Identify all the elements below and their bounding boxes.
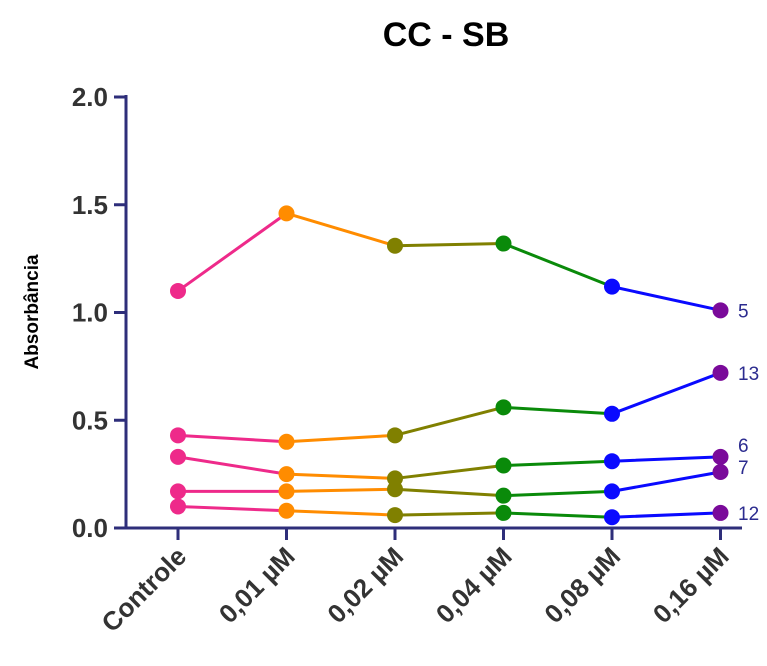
series-segment <box>502 405 614 416</box>
series-segment <box>502 459 614 468</box>
series-segment <box>502 242 614 289</box>
series-end-label: 6 <box>738 436 749 457</box>
data-point <box>278 483 295 500</box>
series-segment <box>285 487 397 493</box>
data-point <box>495 399 512 416</box>
data-point <box>278 466 295 483</box>
x-tick-label: 0,01 µM <box>213 541 301 629</box>
data-point <box>495 235 512 252</box>
x-ticks: Controle 0,01 µM 0,02 µM 0,04 µM 0,08 µM 0,16… <box>95 528 735 638</box>
data-point <box>604 483 620 500</box>
x-tick-label: 0,16 µM <box>647 541 735 629</box>
data-point <box>170 427 186 444</box>
series-5 <box>170 205 729 319</box>
data-point <box>712 364 729 381</box>
data-point <box>387 427 403 444</box>
series-segment <box>393 464 505 480</box>
series-12 <box>170 498 729 526</box>
data-point <box>495 457 512 474</box>
series-segment <box>610 285 722 312</box>
data-point <box>712 463 729 480</box>
data-point <box>712 302 729 319</box>
series-segment <box>285 211 397 248</box>
data-point <box>278 502 295 519</box>
series-segment <box>176 504 288 513</box>
series-13 <box>170 364 729 450</box>
data-point <box>170 483 186 500</box>
data-point <box>170 498 186 515</box>
x-tick-label: 0,02 µM <box>321 541 409 629</box>
series-segment <box>176 433 288 444</box>
x-tick-label: 0,04 µM <box>430 541 518 629</box>
data-point <box>604 509 620 526</box>
data-point <box>604 278 620 295</box>
series-segment <box>285 509 397 517</box>
data-point <box>712 504 729 521</box>
x-tick-label: Controle <box>95 541 192 638</box>
series-layer <box>170 205 729 526</box>
data-point <box>278 205 295 222</box>
series-end-label: 5 <box>738 301 749 322</box>
series-segment <box>285 472 397 480</box>
series-segment <box>393 242 505 248</box>
data-point <box>387 481 403 498</box>
series-segment <box>393 511 505 517</box>
x-tick-label: 0,08 µM <box>538 541 626 629</box>
series-segment <box>285 433 397 444</box>
series-segment <box>502 511 614 519</box>
series-7 <box>170 463 729 504</box>
series-6 <box>170 448 729 487</box>
y-tick-label: 1.5 <box>72 190 108 220</box>
y-tick-label: 2.0 <box>72 82 108 112</box>
y-ticks: 0.0 0.5 1.0 1.5 2.0 <box>72 82 126 543</box>
data-point <box>387 237 403 254</box>
data-point <box>604 405 620 422</box>
series-end-label: 7 <box>738 458 749 479</box>
data-point <box>712 448 729 465</box>
series-segment <box>176 211 288 293</box>
series-end-label: 12 <box>738 504 759 525</box>
chart-title: CC - SB <box>383 16 510 54</box>
y-tick-label: 1.0 <box>72 298 108 328</box>
series-segment <box>393 405 505 437</box>
end-labels: 5 13 67 12 <box>738 301 759 525</box>
series-segment <box>610 371 722 416</box>
series-segment <box>502 489 614 498</box>
series-end-label: 13 <box>738 364 759 385</box>
data-point <box>278 433 295 450</box>
data-point <box>495 487 512 504</box>
data-point <box>387 507 403 524</box>
data-point <box>495 504 512 521</box>
data-point <box>170 448 186 465</box>
data-point <box>604 453 620 470</box>
data-point <box>170 282 186 299</box>
y-tick-label: 0.5 <box>72 405 108 435</box>
series-segment <box>393 487 505 498</box>
series-segment <box>610 470 722 493</box>
y-tick-label: 0.0 <box>72 513 108 543</box>
y-axis-label: Absorbância <box>22 254 43 370</box>
series-segment <box>176 455 288 476</box>
series-segment <box>610 511 722 519</box>
series-segment <box>610 455 722 463</box>
